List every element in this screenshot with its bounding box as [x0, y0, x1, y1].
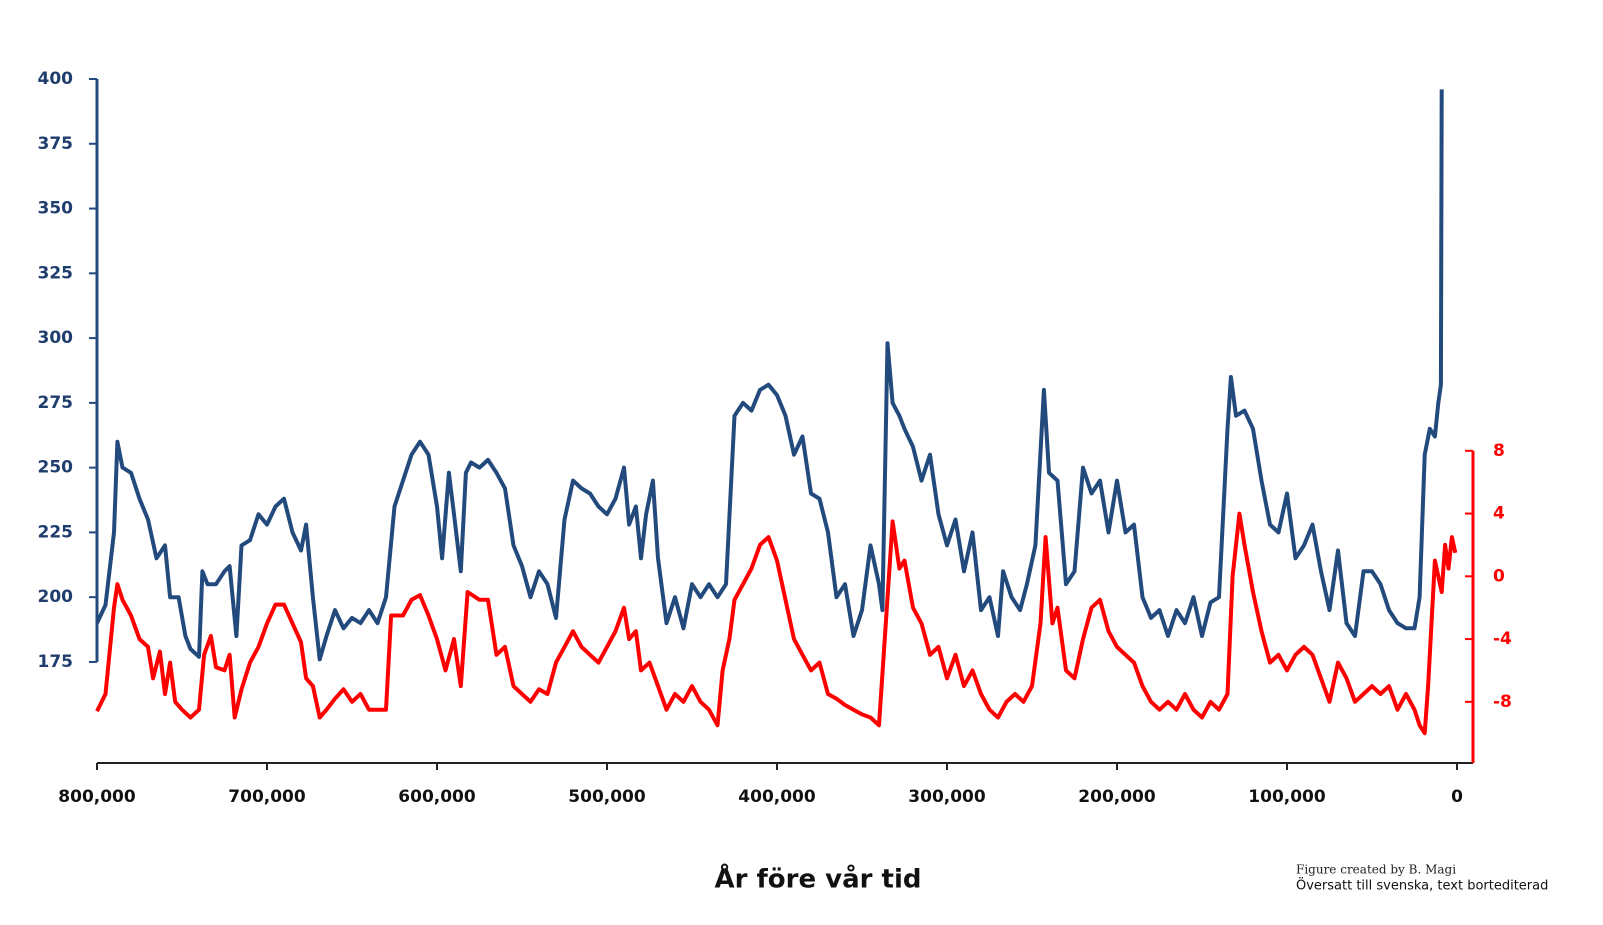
- y2-tick-label: -4: [1493, 629, 1512, 649]
- x-tick-label: 200,000: [1078, 787, 1156, 807]
- x-tick-label: 400,000: [738, 787, 816, 807]
- y-tick-label: 325: [38, 263, 74, 283]
- x-tick-label: 600,000: [398, 787, 476, 807]
- x-tick-label: 0: [1451, 787, 1463, 807]
- y2-tick-label: 4: [1493, 504, 1505, 524]
- y-tick-label: 225: [38, 522, 74, 542]
- series-line: [95, 511, 1458, 736]
- y-tick-label: 200: [38, 587, 74, 607]
- series-line: [95, 89, 1444, 662]
- y-tick-label: 300: [38, 328, 74, 348]
- y2-tick-label: -8: [1493, 692, 1512, 712]
- y-tick-label: 400: [38, 69, 74, 89]
- y2-tick-label: 0: [1493, 566, 1505, 586]
- y-tick-label: 275: [38, 393, 74, 413]
- y-tick-label: 175: [38, 652, 74, 672]
- y-tick-label: 375: [38, 134, 74, 154]
- x-tick-label: 700,000: [228, 787, 306, 807]
- x-tick-label: 800,000: [58, 787, 136, 807]
- y-tick-label: 350: [38, 199, 74, 219]
- x-tick-label: 300,000: [908, 787, 986, 807]
- credit: Figure created by B. Magi: [1296, 863, 1456, 877]
- x-tick-label: 100,000: [1248, 787, 1326, 807]
- y2-tick-label: 8: [1493, 441, 1505, 461]
- note: Översatt till svenska, text bortediterad: [1296, 877, 1548, 894]
- x-axis-label: År före vår tid: [715, 863, 922, 895]
- y-tick-label: 250: [38, 458, 74, 478]
- x-tick-label: 500,000: [568, 787, 646, 807]
